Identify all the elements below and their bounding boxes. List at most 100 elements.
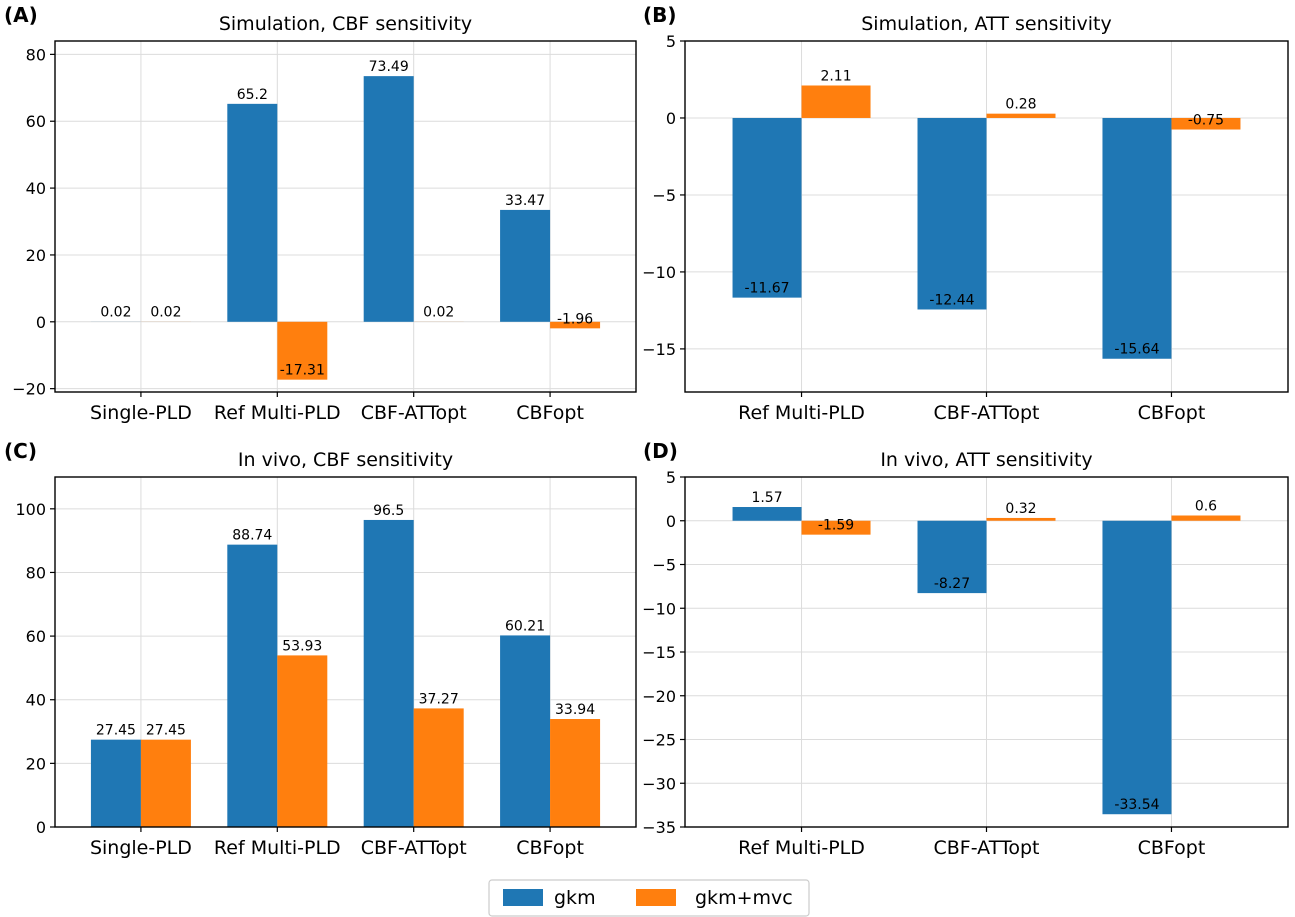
- y-tick-label: −20: [12, 380, 46, 399]
- y-tick-label: −15: [642, 643, 676, 662]
- bar-gkm-mvc-ref-multi-pld: [277, 655, 328, 827]
- data-label-gkm-mvc-ref-multi-pld: 53.93: [282, 638, 322, 654]
- y-tick-label: 60: [26, 112, 46, 131]
- data-label-gkm-mvc-cbf-attopt: 37.27: [419, 691, 459, 707]
- chart-panel-4: 1.57 -8.27 -33.54 -1.59 0.32 0.6 −35 −30 −25 −20 −…: [642, 439, 1289, 859]
- y-tick-label: 40: [26, 691, 46, 710]
- bar-gkm-cbfopt: [1102, 520, 1172, 815]
- data-label-gkm-mvc-cbf-attopt: 0.02: [423, 305, 454, 321]
- data-label-gkm-cbfopt: -33.54: [1114, 797, 1159, 813]
- chart-panel-1: 0.02 65.2 73.49 33.47 0.02 -17.31 0.02 -1.96 −20…: [4, 3, 637, 424]
- bar-gkm-ref-multi-pld: [732, 117, 802, 298]
- bar-gkm-ref-multi-pld: [227, 103, 278, 322]
- data-label-gkm-cbfopt: 33.47: [505, 193, 545, 209]
- y-tick-label: 40: [26, 179, 46, 198]
- data-label-gkm-mvc-cbfopt: -1.96: [557, 311, 593, 327]
- x-category-label-ref-multi-pld: Ref Multi-PLD: [214, 837, 341, 859]
- y-tick-label: −10: [642, 599, 676, 618]
- plot-frame: [54, 476, 637, 828]
- y-tick-label: 5: [666, 468, 676, 487]
- data-label-gkm-cbfopt: 60.21: [505, 618, 545, 634]
- data-label-gkm-cbf-attopt: 96.5: [373, 503, 404, 519]
- y-tick-label: 80: [26, 563, 46, 582]
- panels-group: 0.02 65.2 73.49 33.47 0.02 -17.31 0.02 -1.96 −20…: [4, 3, 1289, 859]
- bar-gkm-mvc-cbfopt: [1171, 515, 1241, 521]
- y-tick-label: −35: [642, 818, 676, 837]
- data-label-gkm-single-pld: 27.45: [96, 723, 136, 739]
- bar-gkm-mvc-cbfopt: [1171, 117, 1241, 130]
- panel-letter: (C): [4, 439, 37, 463]
- y-tick-label: 0: [36, 818, 46, 837]
- data-label-gkm-ref-multi-pld: 88.74: [232, 528, 272, 544]
- chart-panel-3: 27.45 88.74 96.5 60.21 27.45 53.93 37.27 33.94 0…: [4, 439, 637, 859]
- bar-gkm-cbfopt: [500, 635, 551, 827]
- panel-letter: (A): [4, 3, 38, 27]
- bar-gkm-mvc-cbf-attopt: [986, 517, 1056, 521]
- x-category-label-cbfopt: CBFopt: [516, 837, 584, 859]
- x-category-label-ref-multi-pld: Ref Multi-PLD: [738, 402, 865, 424]
- data-label-gkm-cbf-attopt: -12.44: [929, 292, 974, 308]
- bar-gkm-mvc-cbfopt: [550, 719, 601, 827]
- y-tick-label: −5: [652, 556, 676, 575]
- legend: gkm gkm+mvc: [488, 879, 810, 917]
- y-tick-label: −25: [642, 731, 676, 750]
- data-label-gkm-mvc-ref-multi-pld: -17.31: [280, 363, 325, 379]
- data-label-gkm-cbf-attopt: -8.27: [934, 576, 970, 592]
- y-tick-label: 0: [666, 512, 676, 531]
- y-tick-label: 60: [26, 627, 46, 646]
- legend-label-gkm-mvc: gkm+mvc: [695, 887, 793, 909]
- bar-gkm-mvc-single-pld: [140, 739, 191, 827]
- bar-gkm-mvc-cbf-attopt: [413, 708, 464, 827]
- x-category-label-ref-multi-pld: Ref Multi-PLD: [214, 402, 341, 424]
- data-label-gkm-ref-multi-pld: 1.57: [751, 490, 782, 506]
- legend-label-gkm: gkm: [554, 887, 596, 909]
- bar-gkm-ref-multi-pld: [227, 544, 278, 827]
- y-tick-label: 0: [36, 313, 46, 332]
- x-category-label-cbf-attopt: CBF-ATTopt: [361, 837, 467, 859]
- bar-gkm-cbf-attopt: [917, 117, 987, 310]
- bar-gkm-cbfopt: [1102, 117, 1172, 359]
- x-category-label-cbf-attopt: CBF-ATTopt: [934, 402, 1040, 424]
- data-label-gkm-mvc-cbfopt: -0.75: [1188, 113, 1224, 129]
- bar-gkm-cbf-attopt: [363, 519, 414, 827]
- panel-title: Simulation, CBF sensitivity: [219, 13, 472, 35]
- data-label-gkm-single-pld: 0.02: [100, 305, 131, 321]
- data-label-gkm-cbfopt: -15.64: [1114, 342, 1159, 358]
- x-category-label-single-pld: Single-PLD: [90, 837, 192, 859]
- chart-panel-2: -11.67 -12.44 -15.64 2.11 0.28 -0.75 −15 −10 −5 0…: [642, 3, 1289, 424]
- bar-gkm-mvc-ref-multi-pld: [801, 520, 871, 535]
- y-tick-label: 0: [666, 109, 676, 128]
- y-tick-label: 80: [26, 45, 46, 64]
- data-label-gkm-ref-multi-pld: 65.2: [237, 87, 268, 103]
- x-category-label-cbfopt: CBFopt: [1138, 837, 1206, 859]
- y-tick-label: 100: [15, 500, 46, 519]
- y-tick-label: 20: [26, 754, 46, 773]
- y-tick-label: −5: [652, 186, 676, 205]
- plot-frame: [54, 40, 637, 393]
- data-label-gkm-mvc-cbfopt: 33.94: [555, 702, 595, 718]
- data-label-gkm-mvc-ref-multi-pld: -1.59: [818, 518, 854, 534]
- bar-gkm-cbfopt: [500, 209, 551, 322]
- y-tick-label: 5: [666, 32, 676, 51]
- bar-gkm-mvc-cbf-attopt: [986, 113, 1056, 118]
- data-label-gkm-mvc-cbf-attopt: 0.32: [1005, 501, 1036, 517]
- x-category-label-single-pld: Single-PLD: [90, 402, 192, 424]
- x-category-label-cbfopt: CBFopt: [516, 402, 584, 424]
- data-label-gkm-mvc-ref-multi-pld: 2.11: [820, 68, 851, 84]
- data-label-gkm-mvc-cbfopt: 0.6: [1195, 499, 1217, 515]
- bar-gkm-mvc-cbfopt: [550, 321, 601, 329]
- y-tick-label: −30: [642, 774, 676, 793]
- y-tick-label: 20: [26, 246, 46, 265]
- data-label-gkm-ref-multi-pld: -11.67: [744, 281, 789, 297]
- legend-swatch-gkm-mvc: [636, 889, 676, 906]
- bar-gkm-mvc-ref-multi-pld: [801, 85, 871, 118]
- data-label-gkm-mvc-cbf-attopt: 0.28: [1005, 97, 1036, 113]
- legend-swatch-gkm: [503, 889, 543, 906]
- bar-gkm-cbf-attopt: [363, 76, 414, 322]
- bar-gkm-cbf-attopt: [917, 520, 987, 594]
- y-tick-label: −20: [642, 687, 676, 706]
- x-category-label-ref-multi-pld: Ref Multi-PLD: [738, 837, 865, 859]
- panel-letter: (D): [643, 439, 678, 463]
- data-label-gkm-cbf-attopt: 73.49: [369, 59, 409, 75]
